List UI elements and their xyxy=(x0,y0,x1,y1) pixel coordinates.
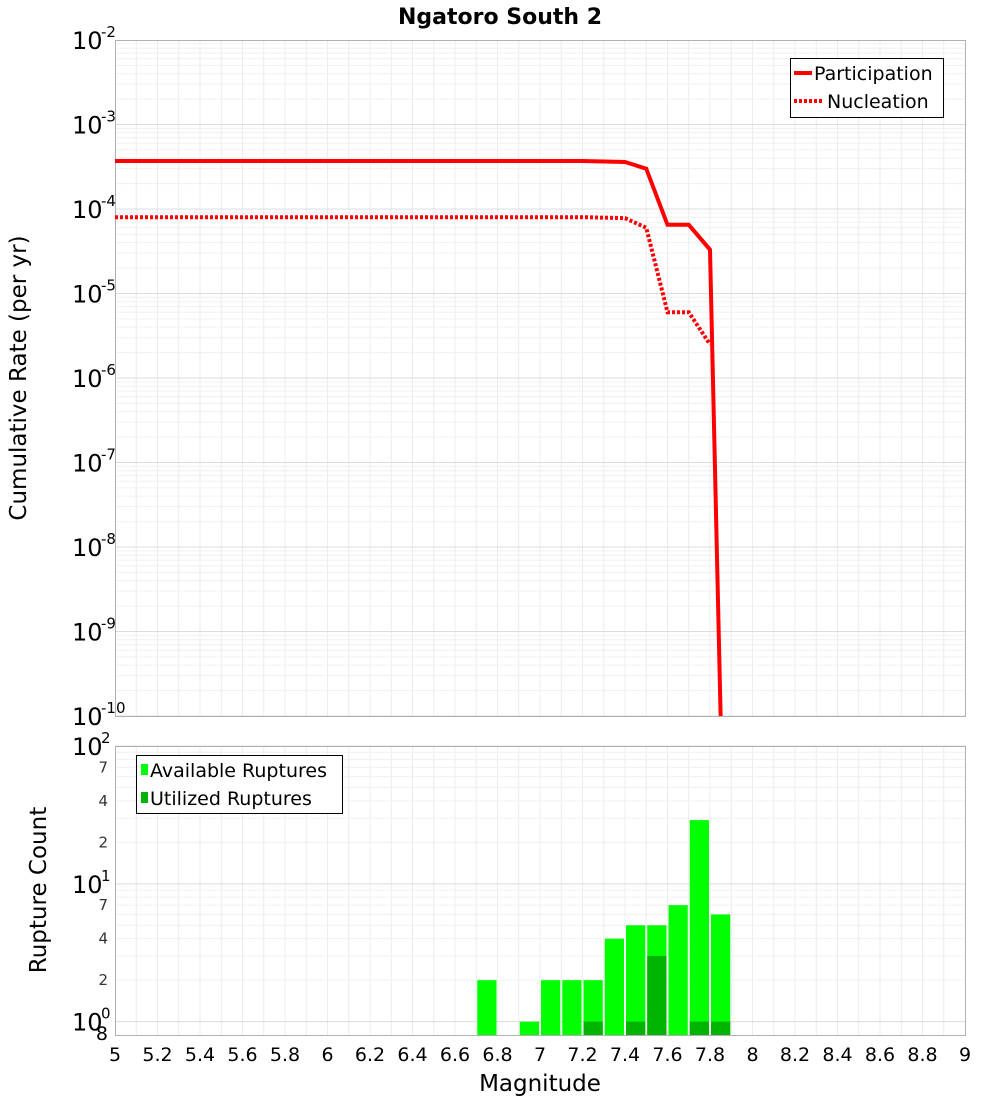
top-panel-grid xyxy=(115,40,965,717)
y-minor-tick-label: 7 xyxy=(98,896,108,914)
y-tick-exponent: -6 xyxy=(101,361,116,379)
y-minor-tick-label: 4 xyxy=(98,792,108,810)
x-tick-label: 6.6 xyxy=(440,1044,470,1066)
available-legend-label: Available Ruptures xyxy=(150,760,327,782)
participation-legend-label: Participation xyxy=(814,63,933,85)
x-tick-label: 7.6 xyxy=(652,1044,682,1066)
y-minor-tick-label: 2 xyxy=(98,833,108,851)
available-bar xyxy=(626,925,646,1035)
available-bar xyxy=(711,914,731,1035)
nucleation-line xyxy=(115,215,712,346)
utilized-bar xyxy=(626,1021,646,1035)
bottom-legend: Available Ruptures Utilized Ruptures xyxy=(136,755,343,814)
x-tick-label: 8.8 xyxy=(907,1044,937,1066)
x-tick-label: 6.8 xyxy=(482,1044,512,1066)
y-tick-exponent: -2 xyxy=(101,23,116,41)
utilized-bar xyxy=(711,1021,731,1035)
y-tick-exponent: -7 xyxy=(101,446,116,464)
top-panel-series xyxy=(115,158,723,717)
chart-title: Ngatoro South 2 xyxy=(398,5,602,30)
nucleation-legend-label: Nucleation xyxy=(827,91,929,113)
y-tick-label: 10 xyxy=(72,196,103,224)
available-bar xyxy=(519,1021,539,1035)
y-tick-label: 10 xyxy=(72,1009,103,1037)
y-tick-label: 10 xyxy=(72,733,103,761)
participation-line xyxy=(115,158,723,717)
y-tick-exponent: -5 xyxy=(101,277,116,295)
x-tick-label: 8.6 xyxy=(865,1044,895,1066)
x-tick-label: 7 xyxy=(534,1044,546,1066)
x-tick-label: 6.2 xyxy=(355,1044,385,1066)
x-tick-label: 8.2 xyxy=(780,1044,810,1066)
y-minor-tick-label: 4 xyxy=(98,930,108,948)
x-tick-label: 9 xyxy=(959,1044,971,1066)
utilized-bar xyxy=(583,1021,603,1035)
y-tick-label: 10 xyxy=(72,365,103,393)
y-tick-exponent: 2 xyxy=(101,729,111,747)
x-tick-label: 6 xyxy=(321,1044,333,1066)
top-legend-box xyxy=(790,58,944,118)
x-tick-label: 5 xyxy=(109,1044,121,1066)
utilized-bar xyxy=(647,955,667,1035)
bottom-plot-frame xyxy=(115,746,966,1036)
y-tick-exponent: -3 xyxy=(101,108,116,126)
x-ticks: 5 5.2 5.4 5.6 5.8 6 6.2 6.4 6.6 6.8 7 7.2 7.4 7.6 7.8 8… xyxy=(109,1044,971,1066)
x-tick-label: 7.2 xyxy=(567,1044,597,1066)
top-y-ticks: 10-210-310-410-510-610-710-810-910-10 xyxy=(72,23,126,731)
available-bar xyxy=(541,980,561,1035)
x-tick-label: 8.4 xyxy=(822,1044,852,1066)
available-bar xyxy=(477,980,497,1035)
utilized-legend-label: Utilized Ruptures xyxy=(150,788,312,810)
y-tick-label: 10 xyxy=(72,619,103,647)
y-tick-label: 10 xyxy=(72,281,103,309)
y-tick-label: 10 xyxy=(72,534,103,562)
bottom-y-axis-label: Rupture Count xyxy=(26,807,52,973)
bottom-panel-bars xyxy=(477,820,731,1035)
utilized-bar xyxy=(689,1021,709,1035)
y-tick-exponent: -8 xyxy=(101,530,116,548)
x-tick-label: 5.4 xyxy=(185,1044,215,1066)
available-bar xyxy=(689,820,709,1035)
x-tick-label: 7.8 xyxy=(695,1044,725,1066)
x-tick-label: 8 xyxy=(746,1044,758,1066)
utilized-legend-swatch xyxy=(141,792,148,803)
available-legend-swatch xyxy=(141,764,148,775)
available-bar xyxy=(604,938,624,1035)
x-tick-label: 5.6 xyxy=(227,1044,257,1066)
y-tick-exponent: -9 xyxy=(101,615,116,633)
y-tick-label: 10 xyxy=(72,703,103,731)
y-tick-exponent: -4 xyxy=(101,192,116,210)
y-tick-label: 10 xyxy=(72,450,103,478)
top-plot-frame xyxy=(115,40,966,717)
available-bar xyxy=(668,905,688,1035)
x-tick-label: 5.8 xyxy=(270,1044,300,1066)
x-tick-label: 6.4 xyxy=(397,1044,427,1066)
x-tick-label: 7.4 xyxy=(610,1044,640,1066)
y-minor-tick-label: 7 xyxy=(98,758,108,776)
y-tick-label: 10 xyxy=(72,112,103,140)
top-y-axis-label: Cumulative Rate (per yr) xyxy=(6,235,32,520)
y-tick-label: 10 xyxy=(72,871,103,899)
y-tick-exponent: 0 xyxy=(101,1005,111,1023)
x-tick-label: 5.2 xyxy=(142,1044,172,1066)
top-legend: Participation Nucleation xyxy=(790,58,944,118)
y-minor-tick-label: 2 xyxy=(98,971,108,989)
x-axis-label: Magnitude xyxy=(479,1071,601,1097)
available-bar xyxy=(562,980,582,1035)
available-bar xyxy=(583,980,603,1035)
bottom-legend-box xyxy=(136,755,343,814)
y-tick-exponent: -10 xyxy=(101,699,126,717)
y-tick-exponent: 1 xyxy=(101,867,111,885)
y-minor-tick-label: 8 xyxy=(96,1023,108,1045)
y-tick-label: 10 xyxy=(72,27,103,55)
